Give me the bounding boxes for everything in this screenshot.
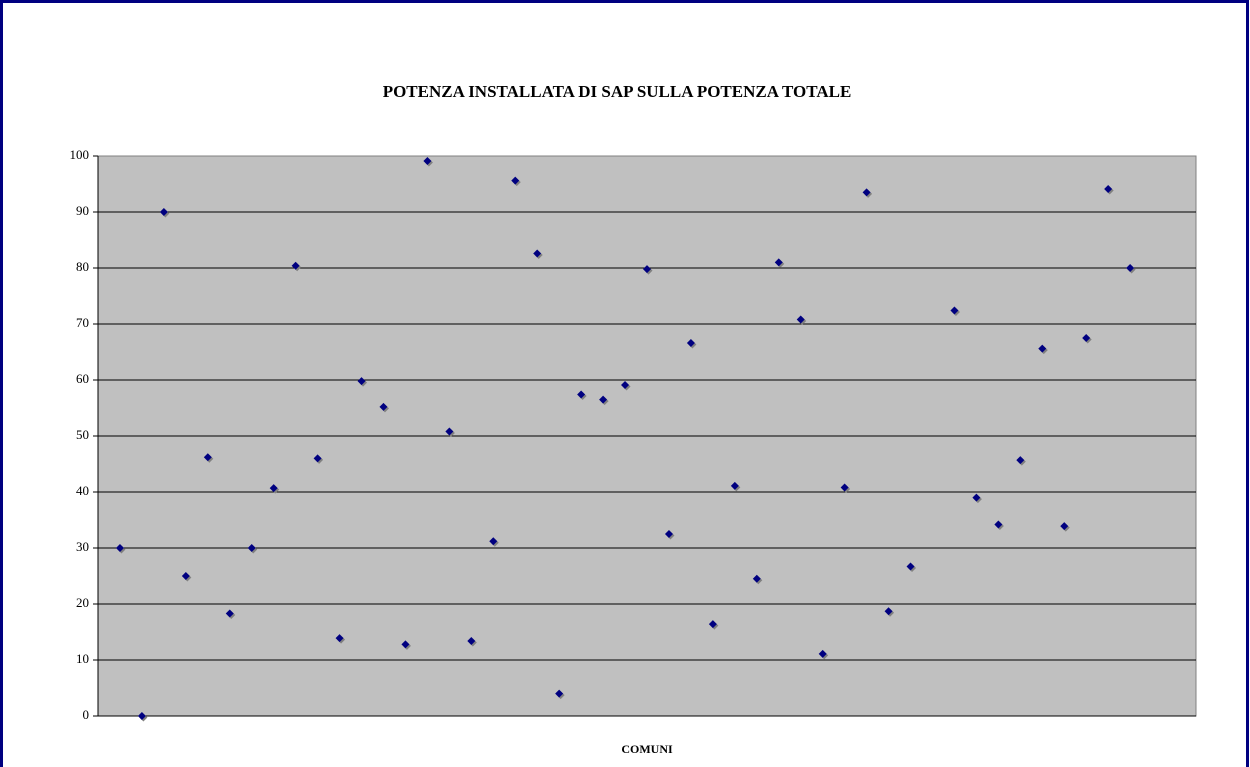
marker xyxy=(708,620,717,629)
marker xyxy=(379,402,388,411)
marker xyxy=(555,689,564,698)
marker xyxy=(621,381,630,390)
y-tick-label: 70 xyxy=(76,315,89,330)
marker xyxy=(950,306,959,315)
marker xyxy=(533,249,542,258)
marker xyxy=(291,261,300,270)
marker xyxy=(686,339,695,348)
y-tick-label: 60 xyxy=(76,371,89,386)
marker xyxy=(862,188,871,197)
y-tick-label: 50 xyxy=(76,427,89,442)
marker xyxy=(247,544,256,552)
marker xyxy=(225,609,234,618)
y-tick-label: 80 xyxy=(76,259,89,274)
marker xyxy=(203,453,212,462)
marker xyxy=(511,176,520,185)
marker xyxy=(1038,344,1047,353)
marker xyxy=(599,395,608,404)
marker xyxy=(181,572,190,580)
y-tick-label: 100 xyxy=(70,147,90,162)
marker xyxy=(1060,522,1069,531)
marker xyxy=(840,483,849,492)
marker xyxy=(489,537,498,546)
y-tick-label: 10 xyxy=(76,651,89,666)
marker xyxy=(335,634,344,643)
chart-title: POTENZA INSTALLATA DI SAP SULLA POTENZA … xyxy=(383,82,852,101)
marker xyxy=(752,574,761,583)
marker xyxy=(730,481,739,490)
marker xyxy=(423,157,432,166)
marker xyxy=(1126,264,1135,272)
y-tick-label: 90 xyxy=(76,203,89,218)
marker xyxy=(159,208,168,216)
marker xyxy=(401,640,410,649)
marker xyxy=(972,493,981,502)
marker xyxy=(357,377,366,386)
marker xyxy=(643,265,651,274)
y-tick-label: 0 xyxy=(83,707,90,722)
marker xyxy=(906,562,915,571)
marker xyxy=(1016,456,1025,465)
marker xyxy=(577,390,586,399)
marker xyxy=(774,258,783,267)
y-tick-label: 30 xyxy=(76,539,89,554)
marker xyxy=(884,607,893,616)
marker xyxy=(467,636,476,645)
y-tick-label: 40 xyxy=(76,483,89,498)
marker xyxy=(115,544,124,552)
marker xyxy=(818,649,827,658)
marker xyxy=(1082,334,1091,342)
marker xyxy=(269,484,278,493)
y-tick-label: 20 xyxy=(76,595,89,610)
marker xyxy=(994,520,1003,529)
marker xyxy=(137,712,146,720)
marker xyxy=(796,315,805,324)
marker xyxy=(313,454,322,463)
x-axis-label: COMUNI xyxy=(621,742,673,756)
marker xyxy=(664,530,673,538)
marker xyxy=(1104,185,1113,194)
marker xyxy=(445,427,454,436)
